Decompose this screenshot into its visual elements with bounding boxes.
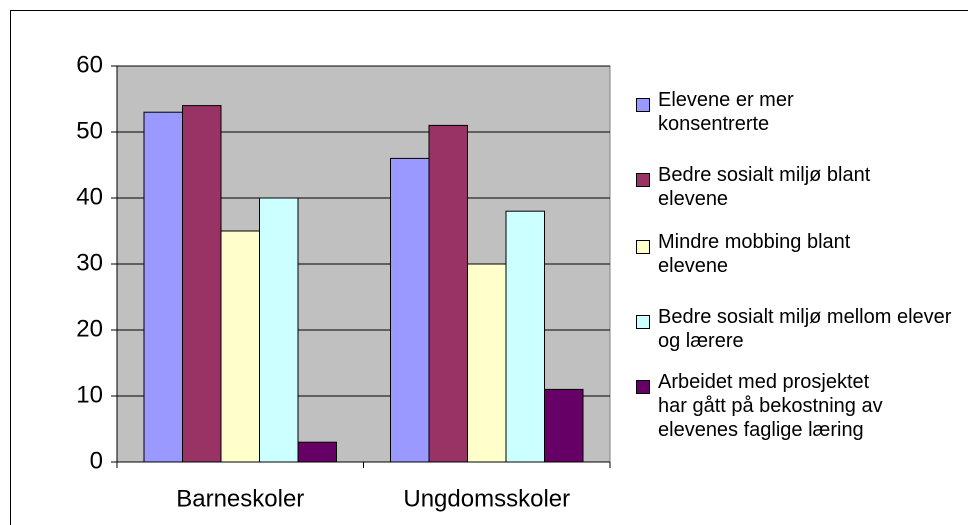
- bar: [143, 111, 183, 463]
- legend-item: Arbeidet med prosjektet har gått på beko…: [636, 370, 966, 442]
- y-tick-label: 10: [76, 381, 103, 408]
- x-tick-label: Ungdomsskoler: [403, 485, 570, 512]
- legend-label: Elevene er mer konsentrerte: [658, 89, 794, 135]
- bar: [182, 105, 222, 463]
- bar: [297, 441, 337, 463]
- bar: [220, 230, 260, 463]
- legend-label: Mindre mobbing blant elevene: [658, 231, 851, 277]
- y-tick-label: 40: [76, 183, 103, 210]
- bar: [390, 157, 430, 463]
- legend-item: Mindre mobbing blant elevene: [636, 230, 966, 278]
- bar: [259, 197, 299, 463]
- legend-item: Elevene er mer konsentrerte: [636, 88, 966, 136]
- legend-swatch: [636, 380, 650, 394]
- bar: [505, 210, 545, 463]
- legend-swatch: [636, 98, 650, 112]
- legend-item: Bedre sosialt miljø blant elevene: [636, 163, 966, 211]
- bar: [544, 388, 584, 463]
- y-tick-label: 20: [76, 315, 103, 342]
- legend-label: Bedre sosialt miljø blant elevene: [658, 164, 871, 210]
- legend-swatch: [636, 240, 650, 254]
- legend-swatch: [636, 315, 650, 329]
- y-tick-label: 60: [76, 51, 103, 78]
- x-tick-label: Barneskoler: [176, 485, 304, 512]
- legend-label: Arbeidet med prosjektet har gått på beko…: [658, 371, 883, 441]
- y-tick-label: 0: [90, 447, 103, 474]
- bar: [428, 124, 468, 463]
- y-tick-label: 30: [76, 249, 103, 276]
- legend-item: Bedre sosialt miljø mellom elever og lær…: [636, 305, 966, 353]
- y-tick-label: 50: [76, 117, 103, 144]
- bar: [467, 263, 507, 463]
- legend-label: Bedre sosialt miljø mellom elever og lær…: [658, 306, 952, 352]
- legend-swatch: [636, 173, 650, 187]
